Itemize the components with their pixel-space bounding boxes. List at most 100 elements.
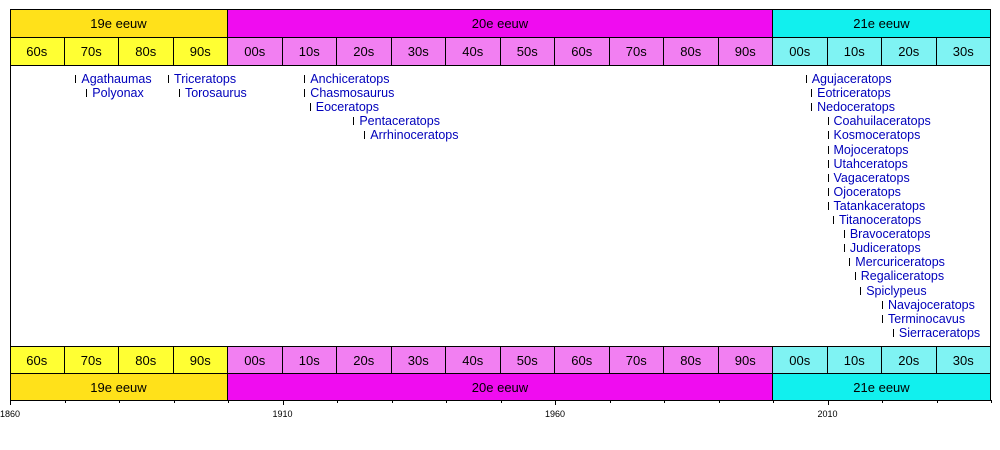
- row-divider: [10, 65, 990, 66]
- event-tick: [309, 103, 311, 112]
- century-band: 19e eeuw: [10, 9, 228, 37]
- decade-band: 20s: [337, 346, 392, 374]
- x-axis-line: [10, 400, 990, 401]
- event-tick: [304, 89, 306, 98]
- century-band: 20e eeuw: [228, 373, 773, 401]
- x-axis-minor-tick: [500, 400, 502, 403]
- event-tick: [86, 89, 88, 98]
- event-label: Pentaceratops: [359, 114, 440, 129]
- event-tick: [832, 216, 834, 224]
- event-tick: [827, 117, 829, 126]
- decade-band: 70s: [609, 37, 664, 65]
- decade-band: 30s: [936, 346, 991, 374]
- event-label: Judiceratops: [849, 241, 921, 256]
- event-label: Eotriceratops: [817, 86, 891, 101]
- event-label: Eoceratops: [315, 100, 379, 115]
- decade-band: 80s: [119, 37, 174, 65]
- x-axis-minor-tick: [391, 400, 393, 403]
- event-label: Agathaumas: [81, 72, 152, 86]
- decade-band: 60s: [10, 346, 65, 374]
- event-label: Chasmosaurus: [310, 86, 395, 101]
- event-label: Terminocavus: [888, 311, 966, 326]
- event-label: Polyonax: [92, 86, 144, 101]
- x-axis-tick-label: 1960: [544, 409, 566, 419]
- x-axis-tick-label: 1860: [0, 409, 21, 419]
- decade-band: 10s: [282, 346, 337, 374]
- decade-band: 80s: [664, 37, 719, 65]
- x-axis-tick-label: 2010: [817, 409, 838, 419]
- event-label: Vagaceratops: [833, 170, 910, 185]
- x-axis-tick-label: 1910: [272, 409, 293, 419]
- event-label: Navajoceratops: [888, 297, 975, 312]
- x-axis-minor-tick: [991, 400, 992, 403]
- event-tick: [882, 300, 883, 309]
- x-axis-minor-tick: [609, 400, 611, 403]
- event-tick: [811, 89, 813, 98]
- x-axis-minor-tick: [173, 400, 175, 403]
- event-tick: [860, 286, 862, 295]
- event-tick: [827, 159, 829, 168]
- decade-band: 80s: [664, 346, 719, 374]
- decade-band: 60s: [555, 346, 610, 374]
- x-axis-minor-tick: [119, 400, 120, 403]
- event-label: Mercuriceratops: [855, 255, 945, 270]
- event-tick: [843, 230, 845, 239]
- decade-band: 70s: [64, 346, 119, 374]
- decade-band: 60s: [555, 37, 610, 65]
- century-band: 21e eeuw: [773, 9, 991, 37]
- decade-band: 20s: [337, 37, 392, 65]
- decade-band: 60s: [10, 37, 65, 65]
- event-label: Kosmoceratops: [833, 128, 921, 143]
- event-tick: [882, 314, 883, 323]
- event-tick: [827, 173, 829, 182]
- event-tick: [827, 145, 829, 154]
- event-label: Bravoceratops: [849, 227, 931, 242]
- event-label: Triceratops: [174, 72, 237, 86]
- x-axis-minor-tick: [664, 400, 665, 403]
- decade-band: 90s: [718, 37, 773, 65]
- x-axis-minor-tick: [773, 400, 774, 403]
- event-tick: [827, 131, 829, 140]
- x-axis-major-tick: [10, 400, 11, 405]
- decade-band: 20s: [882, 37, 937, 65]
- event-tick: [849, 258, 851, 267]
- timeline-right-border: [990, 9, 991, 401]
- decade-band: 90s: [173, 346, 228, 374]
- event-label: Nedoceratops: [817, 100, 895, 115]
- decade-band: 30s: [391, 37, 446, 65]
- event-label: Anchiceratops: [310, 72, 390, 86]
- event-label: Sierraceratops: [898, 325, 981, 340]
- decade-band: 90s: [718, 346, 773, 374]
- row-divider: [10, 9, 990, 10]
- event-tick: [892, 328, 894, 337]
- event-tick: [805, 75, 807, 83]
- decade-band: 90s: [173, 37, 228, 65]
- x-axis-minor-tick: [228, 400, 229, 403]
- decade-band: 80s: [119, 346, 174, 374]
- event-tick: [75, 75, 77, 83]
- century-band: 21e eeuw: [773, 373, 991, 401]
- event-label: Spiclypeus: [866, 283, 927, 298]
- decade-band: 00s: [773, 346, 828, 374]
- row-divider: [10, 37, 990, 38]
- x-axis-minor-tick: [446, 400, 447, 403]
- decade-band: 40s: [446, 346, 501, 374]
- timeline-left-border: [10, 9, 11, 401]
- century-band: 20e eeuw: [228, 9, 773, 37]
- x-axis-minor-tick: [882, 400, 883, 403]
- decade-band: 70s: [609, 346, 664, 374]
- x-axis-minor-tick: [337, 400, 338, 403]
- event-label: Arrhinoceratops: [370, 128, 459, 143]
- event-tick: [843, 244, 845, 253]
- event-tick: [827, 201, 829, 210]
- century-band: 19e eeuw: [10, 373, 228, 401]
- event-label: Coahuilaceratops: [833, 114, 931, 129]
- x-axis-major-tick: [282, 400, 284, 405]
- decade-band: 10s: [282, 37, 337, 65]
- event-label: Agujaceratops: [811, 72, 892, 86]
- event-tick: [811, 103, 813, 112]
- decade-band: 40s: [446, 37, 501, 65]
- event-tick: [178, 89, 180, 98]
- x-axis-minor-tick: [64, 400, 66, 403]
